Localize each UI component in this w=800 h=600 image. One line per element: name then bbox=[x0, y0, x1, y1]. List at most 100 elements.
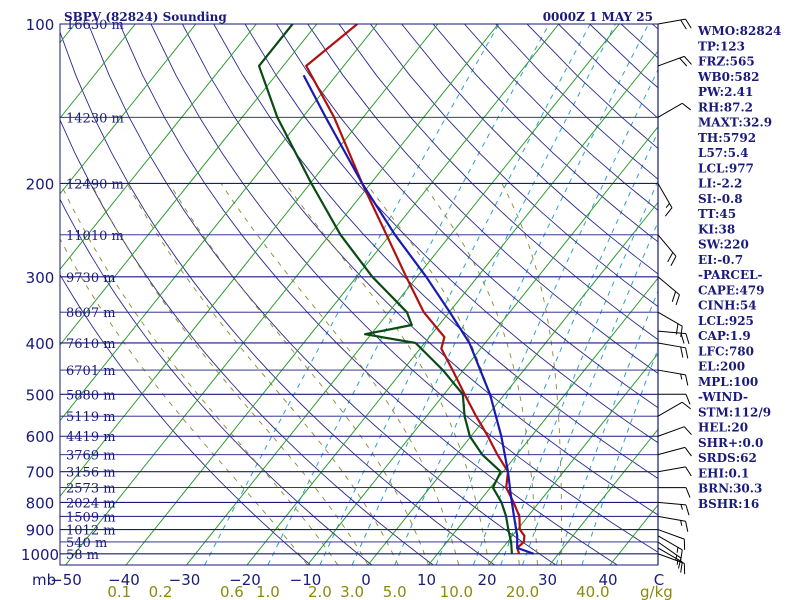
wind-barb-flag bbox=[683, 56, 692, 65]
isotherm-line bbox=[428, 277, 658, 565]
height-label: 4419 m bbox=[66, 430, 116, 445]
wind-barb-flag bbox=[664, 207, 673, 217]
mixing-ratio-line bbox=[522, 220, 658, 565]
mixing-ratio-line bbox=[394, 24, 650, 565]
index-entry: TP:123 bbox=[698, 39, 745, 53]
wind-barb-flag bbox=[685, 374, 689, 386]
wind-barb bbox=[657, 102, 692, 118]
isotherm-line bbox=[367, 201, 658, 565]
wind-barb-flag bbox=[680, 346, 684, 358]
moist-adiabat-line bbox=[126, 183, 399, 565]
wind-barb bbox=[657, 466, 692, 477]
chart-datetime: 0000Z 1 MAY 25 bbox=[543, 10, 653, 24]
temperature-tick-label: 10 bbox=[417, 571, 436, 589]
index-entry: LFC:780 bbox=[698, 344, 754, 358]
pressure-unit-label: mb bbox=[32, 571, 56, 589]
wind-barb-flag bbox=[675, 294, 680, 306]
wind-barb bbox=[657, 342, 689, 359]
isotherm-line bbox=[307, 126, 658, 565]
pressure-label: 500 bbox=[26, 386, 55, 404]
index-entry: TH:5792 bbox=[698, 131, 756, 145]
wind-barb-flag bbox=[675, 323, 679, 335]
temperature-tick-label: −30 bbox=[169, 571, 201, 589]
pressure-label: 1000 bbox=[21, 546, 59, 564]
index-entry: -WIND- bbox=[698, 390, 748, 404]
wind-barb-flag bbox=[685, 18, 692, 29]
mixing-ratio-line bbox=[267, 24, 550, 565]
wind-barb bbox=[657, 234, 677, 266]
wind-barb-flag bbox=[680, 326, 683, 337]
moist-adiabat-line bbox=[60, 237, 308, 565]
wind-barb bbox=[657, 515, 689, 532]
temperature-tick-label: 0 bbox=[361, 571, 371, 589]
dry-adiabat-line bbox=[244, 24, 658, 444]
dry-adiabat-line bbox=[60, 273, 311, 565]
index-entry: TT:45 bbox=[698, 207, 736, 221]
mixing-ratio-tick-label: 0.6 bbox=[220, 583, 244, 600]
moist-adiabat-line bbox=[220, 183, 460, 565]
wind-barb-half-flag bbox=[680, 520, 683, 526]
mixing-ratio-tick-label: 3.0 bbox=[340, 583, 364, 600]
mixing-ratio-tick-label: 10.0 bbox=[440, 583, 473, 600]
height-label: 6701 m bbox=[66, 364, 116, 379]
wind-barb-flag bbox=[680, 561, 683, 573]
wind-barb bbox=[657, 426, 692, 437]
isotherm-line bbox=[60, 24, 136, 119]
wind-barb-flag bbox=[681, 102, 692, 111]
pressure-axis-labels: 100 200 300 400 500 600 700 800 900 1000 bbox=[21, 16, 59, 564]
series-dewpoint-line bbox=[257, 24, 513, 554]
wind-barb-flag bbox=[685, 521, 689, 532]
index-entry: BRN:30.3 bbox=[698, 482, 762, 496]
pressure-label: 300 bbox=[26, 269, 55, 287]
wind-barb-flag bbox=[680, 549, 683, 561]
mixing-ratio-tick-label: 0.1 bbox=[107, 583, 131, 600]
mixing-ratio-tick-label: 40.0 bbox=[576, 583, 609, 600]
wind-barb-flag bbox=[683, 426, 692, 436]
dry-adiabat-line bbox=[60, 118, 434, 565]
index-entry: CAPE:479 bbox=[698, 283, 765, 297]
wind-barb-shaft bbox=[657, 102, 683, 118]
height-label: 2573 m bbox=[66, 482, 116, 497]
index-entry: MAXT:32.9 bbox=[698, 116, 772, 130]
wind-barb-shaft bbox=[657, 426, 685, 437]
index-entry: CINH:54 bbox=[698, 299, 757, 313]
mixing-ratio-line bbox=[204, 24, 500, 565]
wind-barb-flag bbox=[679, 57, 688, 67]
wind-barb bbox=[658, 393, 691, 405]
index-entry: FRZ:565 bbox=[698, 55, 755, 69]
wind-barb bbox=[658, 487, 691, 498]
index-entry: EHI:0.1 bbox=[698, 466, 749, 480]
wind-barb-half-flag bbox=[680, 373, 683, 380]
index-entry: WB0:582 bbox=[697, 70, 759, 84]
wind-barb bbox=[657, 369, 689, 386]
isotherm-line bbox=[246, 50, 658, 565]
index-entry: STM:112/9 bbox=[698, 405, 771, 419]
height-label: 12490 m bbox=[66, 177, 124, 192]
temperature-tick-label: −40 bbox=[108, 571, 140, 589]
wind-barb-flag bbox=[667, 252, 674, 263]
wind-barb-flag bbox=[685, 504, 690, 516]
moist-adiabat-line bbox=[501, 183, 563, 565]
isotherm-line bbox=[488, 352, 658, 565]
wind-barb-shaft bbox=[657, 446, 686, 456]
index-entry: KI:38 bbox=[698, 222, 735, 236]
wind-barb-flag bbox=[685, 466, 692, 477]
series-parcel-line bbox=[302, 74, 535, 555]
isotherm-line bbox=[60, 24, 318, 346]
mixing-ratio-tick-label: 2.0 bbox=[308, 583, 332, 600]
wind-barb bbox=[657, 547, 683, 573]
wind-barb bbox=[657, 501, 690, 516]
index-entry: CAP:1.9 bbox=[698, 329, 751, 343]
dry-adiabat-line bbox=[87, 24, 557, 565]
wind-barb-half-flag bbox=[676, 547, 679, 553]
temperature-tick-label: −10 bbox=[290, 571, 322, 589]
isotherm-line bbox=[125, 24, 560, 565]
moist-adiabat-line bbox=[285, 183, 490, 565]
temp-label-right-edge: C bbox=[654, 571, 664, 589]
dry-adiabat-line bbox=[370, 24, 658, 308]
isotherms bbox=[60, 24, 658, 565]
height-label: 14230 m bbox=[66, 111, 124, 126]
wind-barb-shaft bbox=[657, 401, 683, 417]
index-entry: SW:220 bbox=[698, 238, 749, 252]
